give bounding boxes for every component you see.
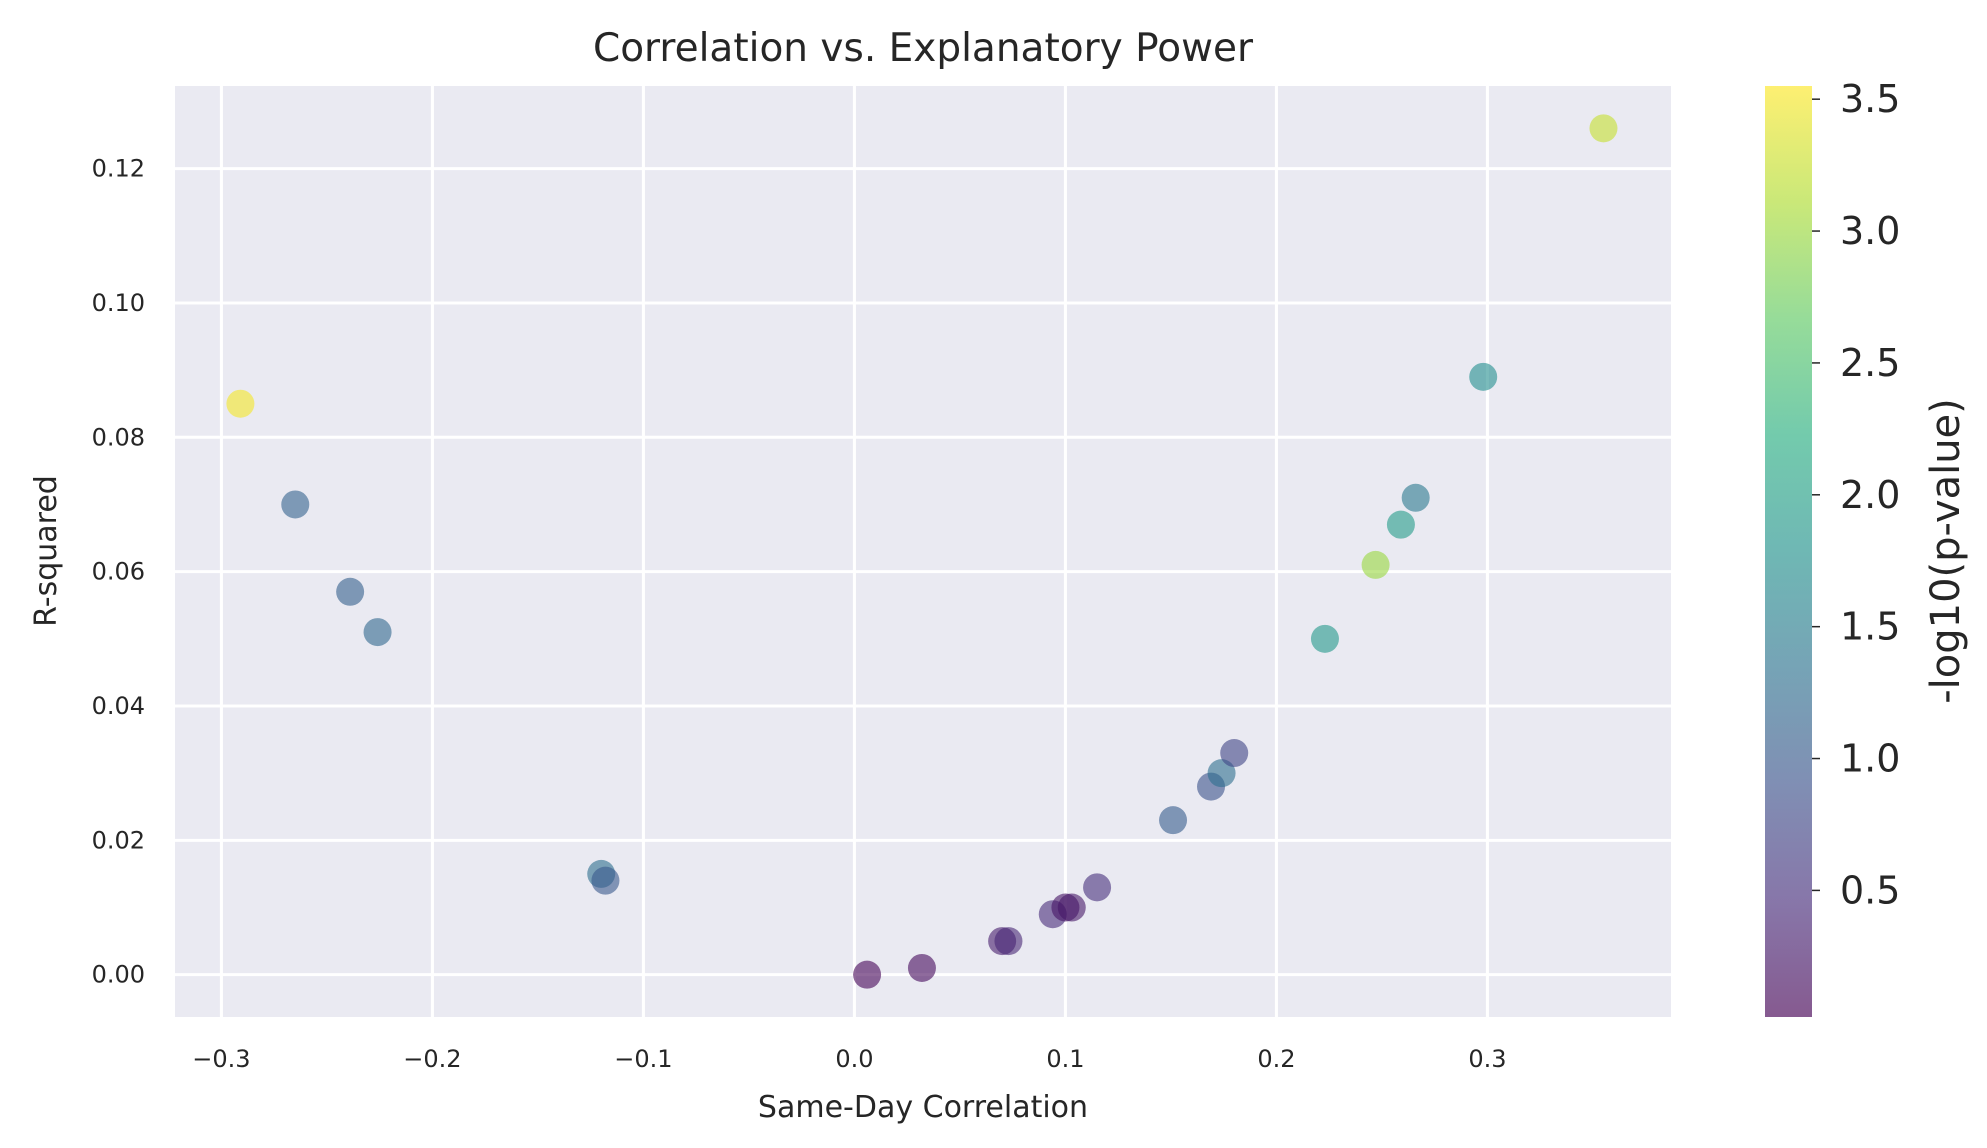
plot-area-background (175, 86, 1671, 1017)
colorbar-tick-labels: 0.5 1.0 1.5 2.0 2.5 3.0 3.5 (1812, 77, 1900, 912)
scatter-point (1057, 893, 1086, 922)
scatter-point (1310, 624, 1339, 653)
scatter-point (363, 618, 392, 647)
colorbar-gradient (1765, 86, 1812, 1017)
colorbar-tick-label: 1.0 (1840, 737, 1900, 781)
scatter-point (1401, 483, 1430, 512)
colorbar-tick-label: 3.0 (1840, 209, 1900, 253)
x-tick-label: −0.3 (192, 1045, 250, 1073)
y-tick-label: 0.08 (92, 423, 145, 451)
chart-title: Correlation vs. Explanatory Power (593, 26, 1254, 71)
scatter-point (226, 389, 255, 418)
y-tick-label: 0.12 (92, 155, 145, 183)
scatter-point (907, 953, 936, 982)
colorbar: 0.5 1.0 1.5 2.0 2.5 3.0 3.5 -log10(p-value) (1765, 77, 1969, 1017)
scatter-point (1469, 362, 1498, 391)
x-tick-label: 0.0 (835, 1045, 873, 1073)
colorbar-tick-label: 3.5 (1840, 77, 1900, 121)
y-tick-label: 0.02 (92, 826, 145, 854)
colorbar-tick-label: 1.5 (1840, 605, 1900, 649)
x-tick-labels: −0.3 −0.2 −0.1 0.0 0.1 0.2 0.3 (192, 1045, 1506, 1073)
scatter-point (853, 960, 882, 989)
scatter-point (1589, 114, 1618, 143)
scatter-point (591, 866, 620, 895)
scatter-point (1361, 550, 1390, 579)
y-tick-label: 0.04 (92, 692, 145, 720)
scatter-point (1159, 806, 1188, 835)
x-tick-label: 0.3 (1468, 1045, 1506, 1073)
scatter-point (281, 490, 310, 519)
x-tick-label: 0.1 (1046, 1045, 1084, 1073)
x-axis-label: Same-Day Correlation (758, 1090, 1088, 1125)
data-points (226, 114, 1618, 989)
y-tick-labels: 0.00 0.02 0.04 0.06 0.08 0.10 0.12 (92, 155, 145, 989)
scatter-point (994, 927, 1023, 956)
colorbar-tick-label: 2.5 (1840, 341, 1900, 385)
colorbar-label: -log10(p-value) (1923, 398, 1969, 704)
y-axis-label: R-squared (29, 475, 64, 627)
scatter-point (1386, 510, 1415, 539)
y-tick-label: 0.10 (92, 289, 145, 317)
scatter-point (1207, 759, 1236, 788)
x-tick-label: 0.2 (1257, 1045, 1295, 1073)
x-tick-label: −0.2 (403, 1045, 461, 1073)
scatter-point (336, 577, 365, 606)
scatter-point (1083, 873, 1112, 902)
scatter-point (1220, 739, 1249, 768)
colorbar-tick-label: 2.0 (1840, 473, 1900, 517)
colorbar-tick-label: 0.5 (1840, 868, 1900, 912)
grid-lines (175, 86, 1671, 1017)
y-tick-label: 0.00 (92, 961, 145, 989)
y-tick-label: 0.06 (92, 558, 145, 586)
x-tick-label: −0.1 (614, 1045, 672, 1073)
